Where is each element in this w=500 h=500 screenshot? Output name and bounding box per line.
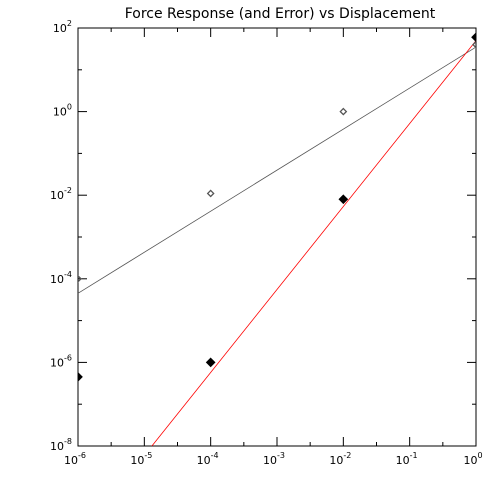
error-fit-line <box>77 46 477 294</box>
error-point-marker <box>472 40 476 49</box>
data-markers <box>78 32 476 382</box>
force-fit-line <box>151 40 477 447</box>
y-tick-label: 100 <box>53 103 72 119</box>
x-tick-label: 10-4 <box>197 451 219 467</box>
error-point-marker <box>206 189 215 198</box>
x-tick-label: 10-6 <box>64 451 86 467</box>
x-tick-label: 10-3 <box>263 451 285 467</box>
y-axis: 10-8 10-6 10-4 10-2 100 102 <box>50 19 476 453</box>
marker-layer <box>78 32 476 382</box>
error-point-marker <box>339 107 348 116</box>
x-tick-label: 100 <box>463 451 482 467</box>
error-point-marker <box>78 274 82 283</box>
x-axis: 10-6 10-5 10-4 10-3 10-2 10-1 100 <box>64 28 483 467</box>
force-point-marker <box>338 194 349 205</box>
x-tick-label: 10-5 <box>130 451 152 467</box>
y-tick-label: 10-6 <box>50 353 72 369</box>
force-point-marker <box>78 372 83 382</box>
x-tick-label: 10-2 <box>329 451 351 467</box>
fit-lines <box>77 40 477 447</box>
y-tick-label: 10-4 <box>50 270 72 286</box>
y-tick-label: 10-8 <box>50 437 72 453</box>
y-tick-label: 10-2 <box>50 186 72 202</box>
force-point-marker <box>205 357 216 368</box>
chart-title: Force Response (and Error) vs Displaceme… <box>125 6 436 22</box>
plot-frame <box>77 27 477 447</box>
y-tick-label: 102 <box>53 19 72 35</box>
force-point-marker <box>471 32 476 43</box>
x-tick-label: 10-1 <box>396 451 418 467</box>
